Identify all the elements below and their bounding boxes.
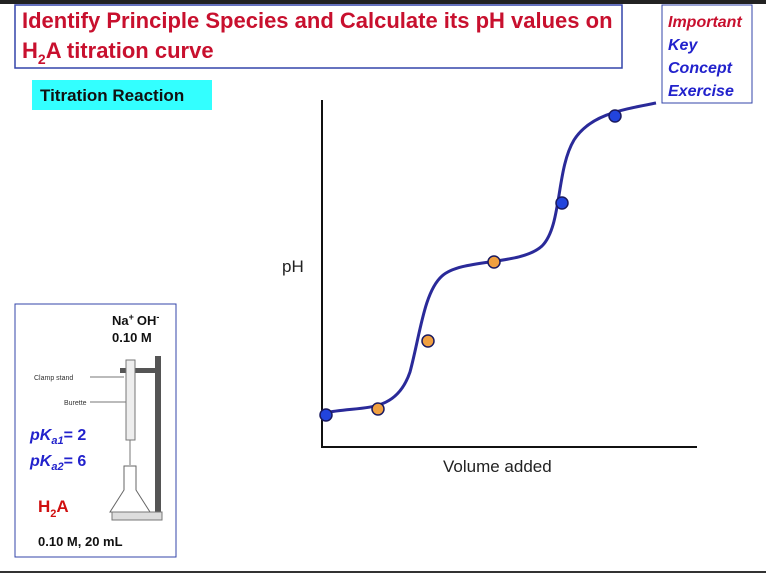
point bbox=[487, 255, 501, 269]
badge-box bbox=[661, 4, 753, 104]
badge-text: Important bbox=[668, 14, 742, 31]
subscript: a1 bbox=[51, 435, 63, 447]
clamp-label: Clamp stand bbox=[34, 375, 73, 382]
title-box bbox=[14, 4, 623, 69]
y-axis-label: pH bbox=[282, 257, 304, 276]
pka-label: pKa1= 2 bbox=[29, 427, 86, 447]
title-text: H bbox=[22, 38, 38, 63]
burette bbox=[125, 359, 136, 441]
pka-label: pKa2= 6 bbox=[29, 453, 86, 473]
point bbox=[421, 334, 435, 348]
badge-text: Exercise bbox=[668, 83, 734, 100]
titration-curve bbox=[324, 101, 657, 415]
text: pK bbox=[29, 427, 53, 444]
text: OH bbox=[137, 313, 157, 328]
clamp bbox=[120, 368, 160, 373]
subscript: 2 bbox=[50, 508, 56, 520]
curve-points bbox=[319, 109, 622, 422]
text: H bbox=[38, 497, 50, 516]
section-label: Titration Reaction bbox=[40, 86, 184, 105]
text: pK bbox=[29, 453, 53, 470]
superscript: + bbox=[129, 312, 134, 322]
subscript: a2 bbox=[51, 461, 63, 473]
base bbox=[111, 511, 163, 521]
title-line: H2A titration curve bbox=[22, 38, 214, 67]
section-box bbox=[32, 80, 212, 110]
badge-text: Concept bbox=[668, 60, 733, 77]
superscript: - bbox=[156, 312, 159, 322]
text: = 6 bbox=[64, 453, 87, 470]
point bbox=[555, 196, 569, 210]
burette-label: Burette bbox=[64, 400, 87, 407]
title-line: Identify Principle Species and Calculate… bbox=[22, 8, 613, 33]
apparatus-drawing bbox=[90, 356, 163, 521]
point bbox=[608, 109, 622, 123]
title-subscript: 2 bbox=[38, 51, 46, 67]
badge-text: Key bbox=[668, 37, 698, 54]
title-text: A titration curve bbox=[46, 38, 214, 63]
text: Na bbox=[112, 313, 129, 328]
titrant-label: Na+ OH- bbox=[112, 312, 159, 328]
top-bar bbox=[0, 0, 766, 4]
titrant-conc: 0.10 M bbox=[112, 330, 152, 345]
point bbox=[371, 402, 385, 416]
analyte-label: H2A bbox=[38, 497, 69, 520]
point bbox=[319, 408, 333, 422]
text: = 2 bbox=[64, 427, 87, 444]
analyte-conc: 0.10 M, 20 mL bbox=[38, 534, 123, 549]
badge: Important Key Concept Exercise bbox=[668, 14, 742, 100]
text: A bbox=[56, 497, 68, 516]
stand-rod bbox=[155, 356, 161, 516]
x-axis-label: Volume added bbox=[443, 457, 552, 476]
